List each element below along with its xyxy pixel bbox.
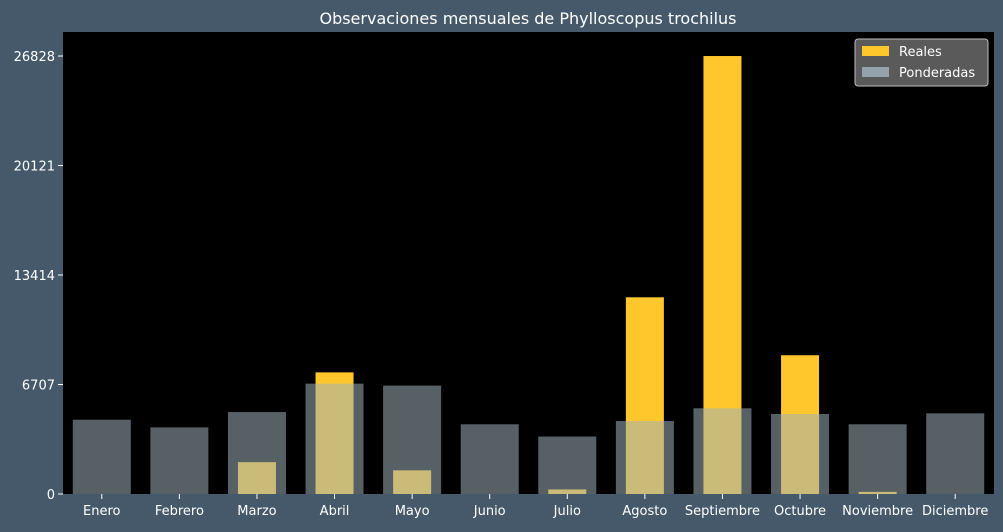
y-tick-label: 6707	[22, 379, 55, 394]
legend-label-reales: Reales	[899, 45, 942, 60]
chart-title: Observaciones mensuales de Phylloscopus …	[319, 9, 736, 28]
bar-ponderadas-octubre	[771, 414, 830, 494]
bar-ponderadas-noviembre	[848, 424, 907, 494]
x-tick-label: Agosto	[622, 504, 667, 519]
bar-ponderadas-marzo	[227, 412, 286, 494]
bar-ponderadas-mayo	[383, 385, 442, 494]
x-tick-label: Enero	[83, 504, 121, 519]
legend-swatch-ponderadas	[862, 67, 889, 77]
x-tick-label: Julio	[553, 504, 581, 519]
bar-ponderadas-septiembre	[693, 408, 752, 494]
x-tick-label: Octubre	[774, 504, 826, 519]
axes-layer: 0 6707 13414 20121 26828 Enero Febrero Marzo Abr…	[14, 50, 989, 519]
x-tick-label: Junio	[473, 504, 506, 519]
y-tick-label: 26828	[14, 50, 55, 65]
bar-ponderadas-diciembre	[926, 413, 985, 494]
bar-ponderadas-julio	[538, 436, 597, 494]
bar-ponderadas-agosto	[615, 421, 674, 494]
plot-area	[63, 32, 994, 494]
bar-ponderadas-enero	[72, 419, 131, 494]
x-tick-label: Noviembre	[842, 504, 913, 519]
legend: Reales Ponderadas	[854, 38, 989, 87]
legend-swatch-reales	[862, 46, 889, 56]
y-tick-label: 0	[47, 488, 55, 503]
legend-label-ponderadas: Ponderadas	[899, 66, 975, 81]
y-tick-label: 13414	[14, 269, 55, 284]
bar-ponderadas-abril	[305, 383, 364, 494]
x-tick-label: Marzo	[237, 504, 276, 519]
x-tick-label: Febrero	[155, 504, 204, 519]
x-tick-label: Diciembre	[922, 504, 988, 519]
bars-layer	[72, 56, 985, 495]
x-tick-label: Mayo	[395, 504, 430, 519]
bar-ponderadas-junio	[460, 424, 519, 494]
y-tick-label: 20121	[14, 160, 55, 175]
x-tick-label: Septiembre	[685, 504, 760, 519]
x-tick-label: Abril	[320, 504, 350, 519]
bar-ponderadas-febrero	[150, 427, 209, 494]
